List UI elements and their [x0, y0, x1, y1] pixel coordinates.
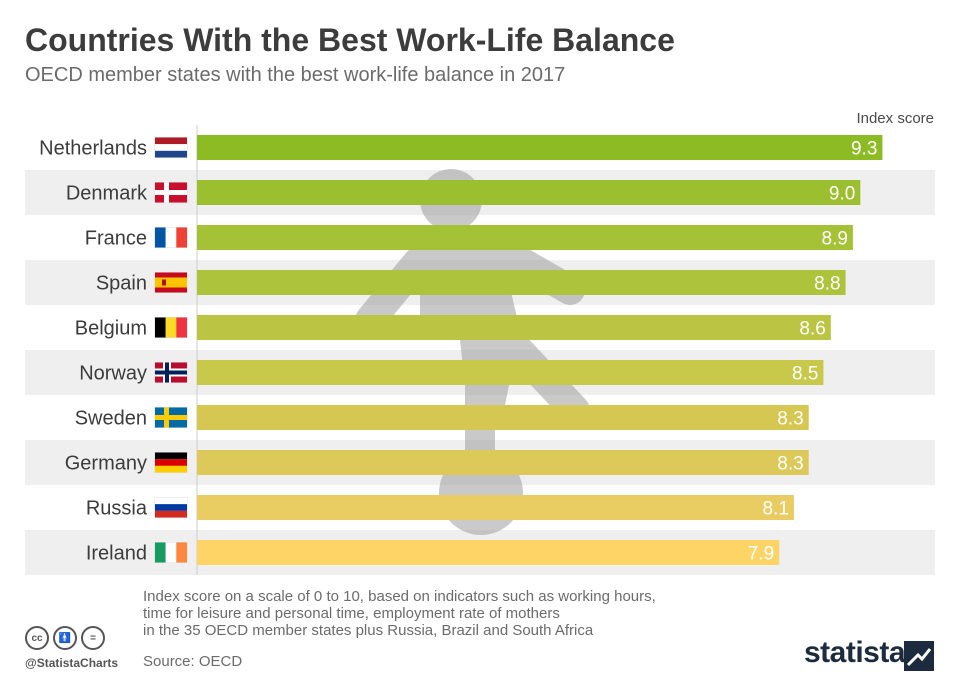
bar: [197, 360, 824, 385]
fr-flag-icon: [154, 227, 188, 248]
category-label: France: [85, 228, 147, 250]
category-label: Belgium: [75, 318, 147, 340]
bar: [197, 495, 794, 520]
chart-notes: Index score on a scale of 0 to 10, based…: [143, 588, 783, 639]
category-label: Denmark: [66, 183, 148, 205]
nd-icon[interactable]: =: [81, 626, 105, 650]
no-flag-icon: [154, 362, 188, 383]
bar: [197, 225, 853, 250]
category-label: Russia: [86, 498, 148, 520]
category-label: Spain: [96, 273, 147, 295]
chart-title: Countries With the Best Work-Life Balanc…: [25, 22, 675, 58]
nl-flag-icon: [154, 137, 188, 158]
category-label: Ireland: [86, 543, 147, 565]
ru-flag-icon: [154, 497, 188, 518]
value-label: 9.3: [851, 139, 877, 160]
se-flag-icon: [154, 407, 188, 428]
license-icons: cc 🚹 =: [25, 626, 105, 650]
category-label: Netherlands: [39, 138, 147, 160]
bar: [197, 540, 780, 565]
twitter-handle[interactable]: @StatistaCharts: [25, 656, 119, 670]
value-label: 8.8: [814, 274, 840, 295]
value-label: 8.3: [777, 409, 803, 430]
bar: [197, 450, 809, 475]
value-label: 8.1: [763, 499, 789, 520]
es-flag-icon: [154, 272, 188, 293]
category-label: Sweden: [75, 408, 147, 430]
value-label: 7.9: [748, 544, 774, 565]
statista-mark-icon: [904, 641, 934, 671]
bar: [197, 405, 809, 430]
by-icon[interactable]: 🚹: [53, 626, 77, 650]
category-label: Norway: [79, 363, 147, 385]
value-label: 8.9: [822, 229, 848, 250]
cc-icon[interactable]: cc: [25, 626, 49, 650]
chart-subtitle: OECD member states with the best work-li…: [25, 64, 566, 86]
value-axis-label: Index score: [856, 110, 934, 127]
category-label: Germany: [65, 453, 147, 475]
bar: [197, 135, 883, 160]
note-line-1: Index score on a scale of 0 to 10, based…: [143, 588, 656, 605]
be-flag-icon: [154, 317, 188, 338]
dk-flag-icon: [154, 182, 188, 203]
value-label: 8.5: [792, 364, 818, 385]
statista-logo[interactable]: statista: [804, 636, 906, 669]
de-flag-icon: [154, 452, 188, 473]
ie-flag-icon: [154, 542, 188, 563]
note-line-3: in the 35 OECD member states plus Russia…: [143, 622, 594, 639]
bar: [197, 180, 861, 205]
note-line-2: time for leisure and personal time, empl…: [143, 605, 560, 622]
value-label: 9.0: [829, 184, 855, 205]
value-label: 8.6: [799, 319, 825, 340]
value-label: 8.3: [777, 454, 803, 475]
bar: [197, 315, 831, 340]
source-text: Source: OECD: [143, 653, 243, 670]
bar: [197, 270, 846, 295]
